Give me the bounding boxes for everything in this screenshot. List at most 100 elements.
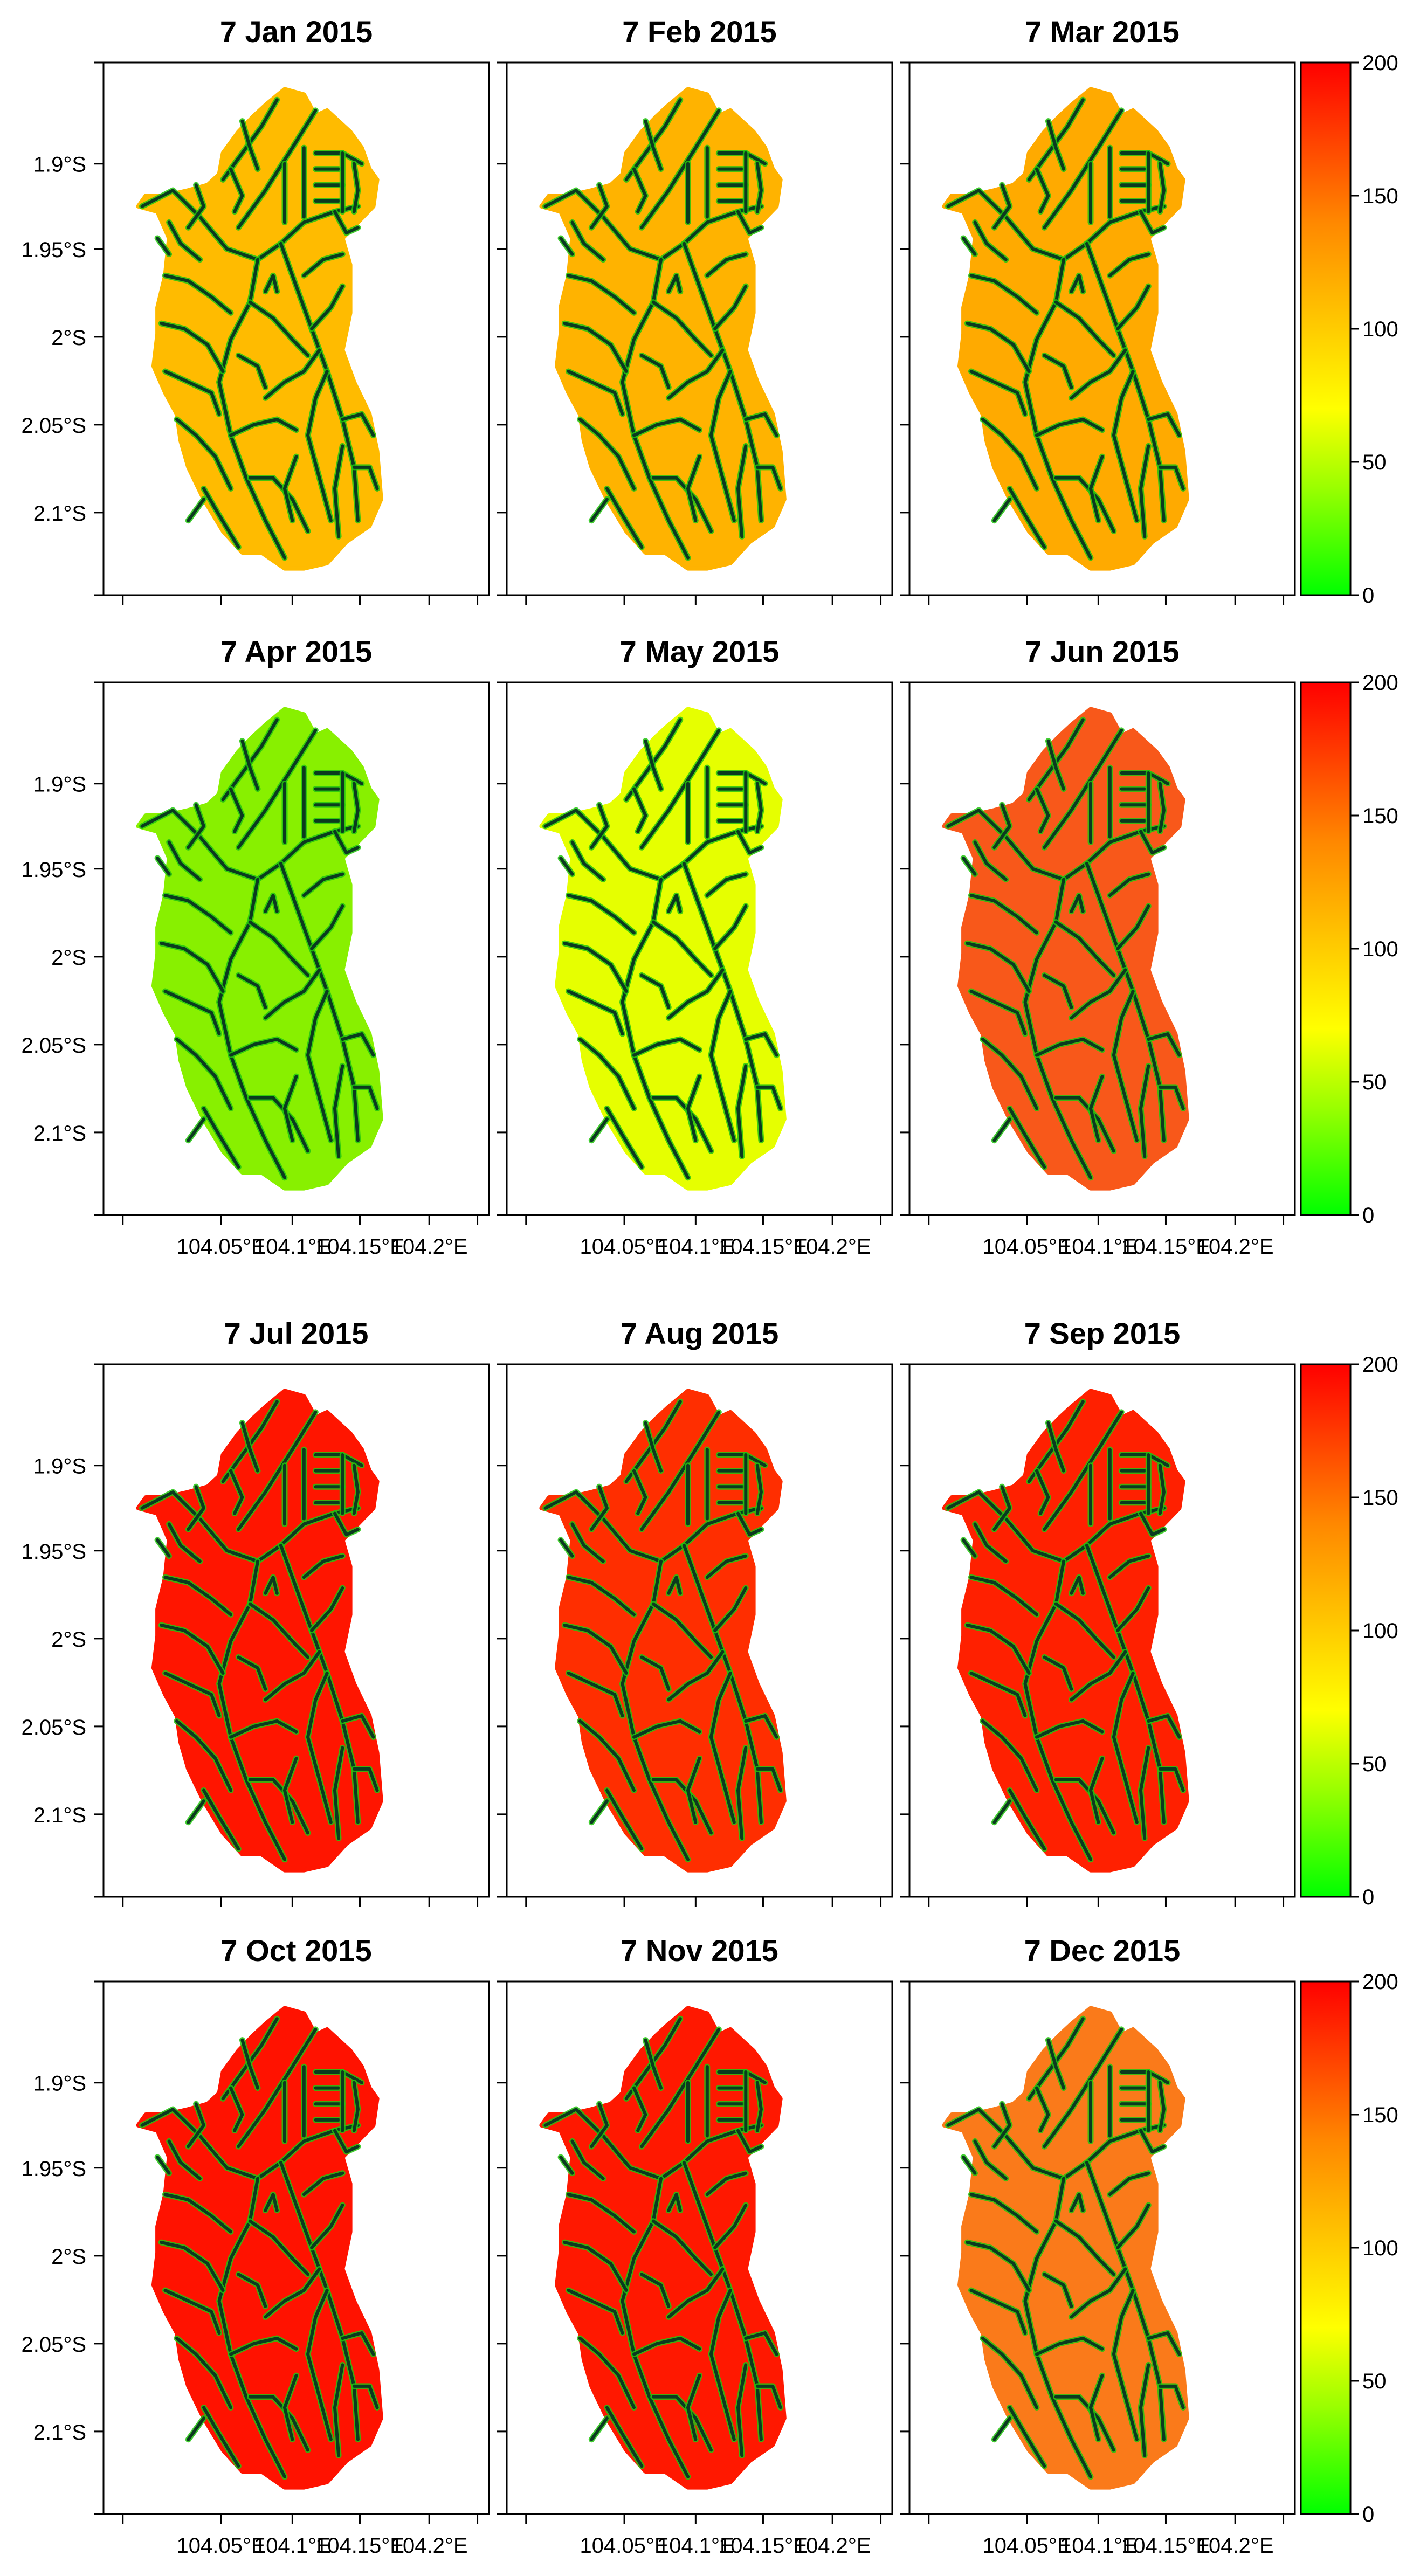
colorbar-tick-label: 0 [1362, 1204, 1374, 1227]
river-network [139, 716, 381, 1181]
river-segment [310, 1586, 344, 1632]
river-segment [283, 455, 298, 522]
river-segment [605, 2406, 644, 2468]
river-segment [187, 1799, 205, 1824]
colorbar-tick-label: 200 [1362, 1970, 1398, 1994]
river-segment [352, 1085, 379, 1110]
river-segment [237, 1410, 318, 1531]
river-segment [1070, 1576, 1085, 1595]
map-panel: 7 Apr 2015 1.9°S 1.95°S 2°S 2.05°S 2.1°S 104.0… [21, 634, 490, 1259]
river-segment [264, 2267, 321, 2319]
river-segment [686, 455, 701, 522]
river-segment [709, 370, 736, 522]
river-segment [590, 498, 609, 522]
river-segment [302, 872, 344, 897]
river-segment [229, 1038, 298, 1057]
panel-title: 7 Oct 2015 [220, 1933, 371, 1967]
x-tick-label: 104.05°E [983, 2534, 1072, 2558]
river-segment [1112, 990, 1139, 1142]
river-segment [632, 787, 647, 833]
river-segment [755, 1463, 763, 1515]
river-segment [640, 728, 721, 850]
river-segment [559, 2156, 574, 2175]
river-segment [567, 274, 636, 315]
river-network [139, 2015, 381, 2480]
river-segment [333, 444, 344, 538]
river-network [542, 716, 784, 1181]
river-segment [981, 1719, 1038, 1792]
river-segment [1035, 1469, 1050, 1515]
river-segment [1027, 2017, 1085, 2101]
river-segment [632, 2086, 647, 2132]
river-segment [755, 1085, 782, 1110]
river-segment [175, 2337, 232, 2409]
river-segment [1046, 739, 1065, 791]
river-segment [1008, 487, 1046, 549]
river-segment [640, 2027, 721, 2149]
river-segment [283, 2374, 298, 2441]
river-segment [962, 2156, 977, 2175]
river-segment [578, 1038, 636, 1110]
river-segment [736, 2129, 763, 2154]
river-segment [969, 370, 1027, 416]
x-tick-label: 104.1°E [254, 1235, 331, 1259]
river-segment [1070, 1650, 1127, 1702]
river-segment [621, 878, 690, 1179]
river-segment [1035, 1719, 1104, 1739]
river-segment [264, 1576, 279, 1595]
river-segment [160, 2241, 225, 2292]
river-network [945, 716, 1187, 1181]
x-tick-label: 104.15°E [315, 1235, 404, 1259]
river-segment [240, 1421, 259, 1473]
river-segment [1158, 2081, 1166, 2132]
river-segment [1070, 2267, 1127, 2319]
river-segment [1043, 108, 1123, 230]
river-segment [590, 1117, 609, 1142]
river-segment [1035, 2337, 1104, 2356]
river-segment [744, 1032, 778, 1057]
river-segment [1112, 1672, 1139, 1824]
colorbar-ramp [1300, 1363, 1352, 1898]
river-segment [333, 830, 360, 855]
river-segment [167, 2139, 202, 2180]
river-segment [264, 1650, 321, 1702]
river-segment [667, 1576, 682, 1595]
panel-title: 7 May 2015 [620, 634, 780, 668]
x-tick-label: 104.1°E [1060, 2534, 1137, 2558]
river-segment [1158, 782, 1166, 833]
river-segment [605, 487, 644, 549]
river-segment [686, 2374, 701, 2441]
river-network [542, 96, 784, 561]
river-segment [590, 803, 609, 850]
river-segment [1070, 2193, 1085, 2212]
y-tick-label: 1.9°S [33, 153, 86, 177]
river-segment [1108, 2171, 1150, 2197]
x-tick-label: 104.05°E [177, 2534, 266, 2558]
river-segment [1112, 370, 1139, 522]
river-segment [1035, 787, 1050, 833]
x-tick-label: 104.05°E [580, 1235, 669, 1259]
panel-title: 7 Jan 2015 [220, 15, 373, 49]
river-segment [167, 220, 202, 261]
river-segment [264, 348, 321, 400]
river-segment [248, 2219, 309, 2276]
river-segment [578, 2337, 636, 2409]
river-segment [202, 1107, 240, 1169]
river-segment [264, 968, 321, 1020]
river-segment [1147, 412, 1181, 437]
colorbar-tick-label: 50 [1362, 451, 1387, 474]
river-segment [966, 942, 1031, 993]
river-segment [248, 300, 309, 357]
river-segment [966, 1624, 1031, 1675]
x-tick-label: 104.1°E [657, 2534, 734, 2558]
map-panel: 7 Jul 2015 1.9°S 1.95°S 2°S 2.05°S 2.1°S [21, 1316, 490, 1907]
river-segment [310, 2204, 344, 2249]
river-segment [167, 1522, 202, 1563]
river-segment [221, 718, 279, 802]
river-segment [1043, 2027, 1123, 2149]
river-segment [229, 1469, 244, 1515]
river-segment [341, 1032, 375, 1057]
river-segment [1070, 274, 1085, 293]
